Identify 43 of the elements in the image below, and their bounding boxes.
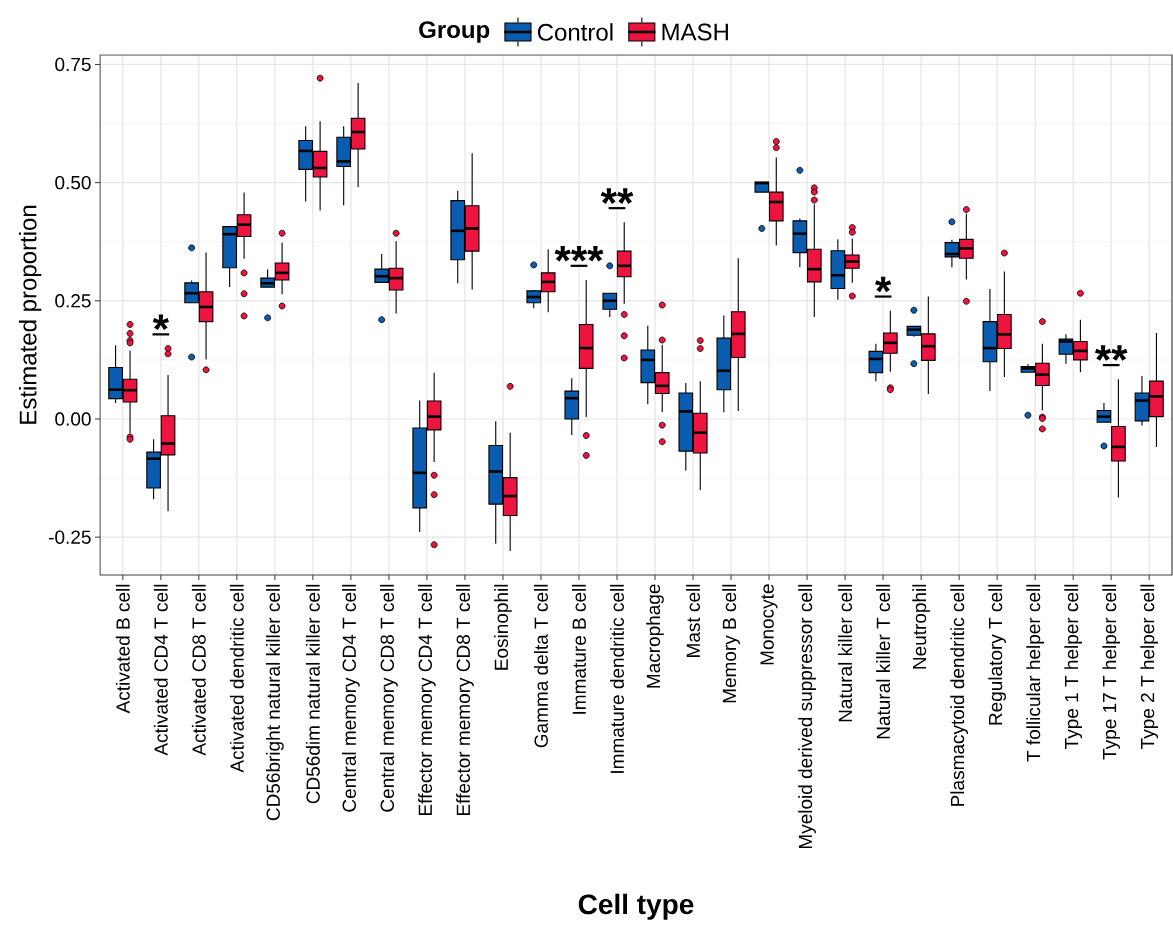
x-tick-label: Memory B cell	[722, 584, 740, 703]
x-tick-label: Activated B cell	[115, 584, 130, 714]
y-tick-label: -0.25	[49, 530, 91, 544]
x-tick-label: Immature B cell	[572, 584, 586, 714]
y-tick-label: 0.25	[55, 294, 91, 308]
y-axis-title: Estimated proportion	[18, 205, 42, 424]
x-tick-label: Activated CD4 T cell	[153, 584, 168, 756]
x-tick-label: Effector memory CD8 T cell	[456, 584, 474, 815]
x-tick-label: Activated dendritic cell	[229, 584, 244, 773]
x-tick-label: Natural killer T cell	[876, 584, 891, 739]
x-tick-label: Effector memory CD4 T cell	[418, 584, 436, 815]
y-tick-label: 0.50	[55, 175, 91, 190]
x-tick-label: Regulatory T cell	[988, 584, 1006, 725]
annotation: *	[152, 314, 169, 331]
legend-title: Group	[419, 21, 490, 43]
y-tick-label: 0.00	[55, 412, 91, 426]
x-tick-label: Plasmacytoid dendritic cell	[950, 584, 968, 806]
x-tick-label: Natural killer cell	[838, 584, 853, 722]
x-tick-label: Type 2 T helper cell	[1140, 584, 1159, 749]
x-tick-label: CD56bright natural killer cell	[266, 584, 284, 821]
x-tick-label: T follicular helper cell	[1026, 584, 1044, 762]
x-tick-label: Myeloid derived suppressor cell	[798, 584, 816, 849]
x-tick-label: Activated CD8 T cell	[191, 584, 206, 756]
x-axis-title: Cell type	[578, 893, 694, 920]
x-tick-label: Central memory CD4 T cell	[342, 584, 360, 812]
x-tick-label: Monocyte	[760, 584, 778, 665]
annotation: ***	[554, 245, 604, 262]
annotation: *	[875, 276, 892, 293]
y-tick-label: 0.75	[55, 57, 91, 72]
legend-label: MASH	[662, 23, 728, 41]
annotation: **	[1094, 345, 1128, 361]
legend-label: Control	[537, 23, 613, 41]
x-tick-label: Immature dendritic cell	[610, 584, 624, 773]
annotation: **	[600, 188, 634, 204]
x-tick-label: CD56dim natural killer cell	[305, 584, 320, 804]
x-tick-label: Type 1 T helper cell	[1064, 584, 1083, 749]
x-tick-label: Eosinophil	[494, 584, 512, 670]
x-tick-label: Mast cell	[686, 584, 701, 657]
x-tick-label: Gamma delta T cell	[533, 584, 548, 748]
x-tick-label: Central memory CD8 T cell	[380, 584, 398, 812]
x-tick-label: Macrophage	[646, 584, 664, 688]
x-tick-label: Type 17 T helper cell	[1102, 584, 1121, 760]
x-tick-label: Neutrophil	[912, 584, 930, 669]
